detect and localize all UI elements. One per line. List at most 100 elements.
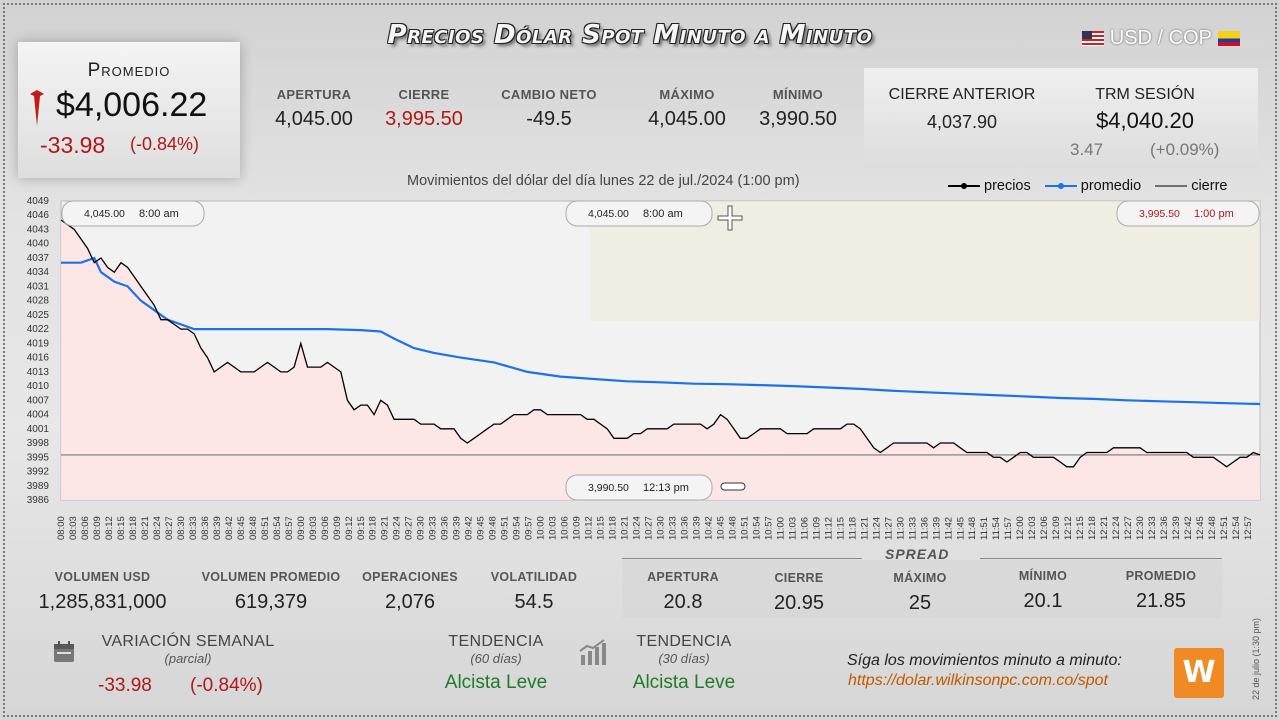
annotation-time: 12:13 pm <box>643 482 689 494</box>
chart-subtitle: Movimientos del dólar del día lunes 22 d… <box>407 173 800 189</box>
x-tick-label: 11:36 <box>919 517 930 540</box>
scroll-pill <box>720 482 746 491</box>
legend-cierre-swatch <box>1155 185 1188 187</box>
x-tick-label: 12:42 <box>1183 516 1194 540</box>
side-date: 22 de julio (1:30 pm) <box>1251 617 1261 700</box>
x-tick-label: 08:18 <box>128 516 139 540</box>
annotation-bubble <box>1116 200 1260 227</box>
y-tick-label: 4049 <box>27 196 50 207</box>
x-tick-label: 08:39 <box>212 516 223 540</box>
x-tick-label: 11:21 <box>859 517 870 540</box>
tendencia-30-title: TENDENCIA <box>636 633 732 650</box>
x-tick-label: 09:00 <box>296 516 307 540</box>
y-tick-label: 4001 <box>27 424 50 435</box>
stat-trm: TRM SESIÓN $4,040.20 <box>1070 86 1220 134</box>
annotation-time: 8:00 am <box>643 208 683 220</box>
stat-maximo: MÁXIMO 4,045.00 <box>637 87 737 131</box>
x-tick-label: 12:27 <box>1123 516 1134 540</box>
y-tick-label: 3995 <box>27 452 50 463</box>
x-tick-label: 11:48 <box>967 517 978 540</box>
y-tick-label: 4028 <box>27 296 50 307</box>
x-tick-label: 09:18 <box>368 516 379 540</box>
x-tick-label: 10:39 <box>691 516 702 540</box>
price-chart[interactable]: 4049 4046 4043 4040 4037 4034 4031 4028 4025 4022… <box>0 196 1280 546</box>
stat-label: APERTURA <box>276 87 352 102</box>
x-tick-label: 09:15 <box>356 516 367 540</box>
stat-cambio-neto: CAMBIO NETO -49.5 <box>489 87 609 131</box>
stat-cierre: CIERRE 3,995.50 <box>374 87 474 131</box>
x-tick-label: 10:33 <box>667 516 678 540</box>
stat-minimo: MÍNIMO 3,990.50 <box>748 87 848 131</box>
x-tick-label: 10:15 <box>596 516 607 540</box>
annotation-price: 4,045.00 <box>588 208 629 220</box>
stat-label: OPERACIONES <box>362 570 458 584</box>
wilkinson-logo[interactable]: W <box>1174 648 1224 698</box>
x-tick-label: 10:21 <box>620 516 631 540</box>
y-tick-label: 4007 <box>27 395 50 406</box>
chart-legend: precios promedio cierre <box>948 178 1227 194</box>
x-tick-label: 12:09 <box>1051 516 1062 540</box>
x-tick-label: 12:30 <box>1135 516 1146 540</box>
x-tick-label: 10:18 <box>608 516 619 540</box>
spread-value: 20.95 <box>773 592 825 614</box>
promedio-value: $4,006.22 <box>56 86 208 124</box>
x-tick-label: 12:45 <box>1195 516 1206 540</box>
x-tick-label: 08:21 <box>140 516 151 540</box>
stat-value: -49.5 <box>526 108 572 130</box>
x-tick-label: 09:54 <box>512 516 523 540</box>
trm-change: 3.47 <box>1070 140 1104 159</box>
calendar-icon <box>54 641 74 662</box>
x-tick-label: 12:48 <box>1207 516 1218 540</box>
x-tick-label: 10:30 <box>656 516 667 540</box>
annotation-time: 8:00 am <box>139 208 179 220</box>
legend-label: promedio <box>1080 178 1142 194</box>
previous-close-box <box>864 68 1258 168</box>
y-tick-label: 4031 <box>27 281 50 292</box>
y-tick-label: 4010 <box>27 381 50 392</box>
stat-value: 1,285,831,000 <box>38 591 167 613</box>
x-tick-label: 08:09 <box>92 516 103 540</box>
x-tick-label: 08:51 <box>260 516 271 540</box>
x-tick-label: 09:09 <box>332 516 343 540</box>
x-tick-label: 09:24 <box>392 516 403 540</box>
x-tick-label: 10:54 <box>751 516 762 540</box>
us-flag-icon <box>1081 31 1104 46</box>
x-tick-label: 10:00 <box>536 516 547 540</box>
x-tick-label: 10:57 <box>763 516 774 540</box>
x-tick-label: 08:33 <box>188 516 199 540</box>
x-tick-label: 10:06 <box>560 516 571 540</box>
x-tick-label: 09:30 <box>416 516 427 540</box>
x-tick-label: 12:03 <box>1027 516 1038 540</box>
x-tick-label: 10:42 <box>703 516 714 540</box>
x-tick-label: 11:03 <box>787 517 798 540</box>
x-tick-label: 11:15 <box>835 517 846 540</box>
x-tick-label: 12:12 <box>1063 516 1074 540</box>
annotation-time: 1:00 pm <box>1194 208 1234 220</box>
x-tick-label: 08:30 <box>176 516 187 540</box>
stat-operaciones: OPERACIONES 2,076 <box>356 570 464 614</box>
x-tick-label: 09:42 <box>464 516 475 540</box>
y-tick-label: 4037 <box>27 253 50 264</box>
trm-pct: (+0.09%) <box>1150 140 1220 159</box>
x-tick-label: 11:12 <box>823 517 834 540</box>
x-tick-label: 11:45 <box>955 517 966 540</box>
variacion-title: VARIACIÓN SEMANAL <box>101 633 275 650</box>
follow-text: Síga los movimientos minuto a minuto: <box>847 652 1122 669</box>
stat-value: 3,990.50 <box>759 108 837 130</box>
x-tick-label: 11:54 <box>991 517 1002 540</box>
site-link[interactable]: https://dolar.wilkinsonpc.com.co/spot <box>848 672 1108 689</box>
x-tick-label: 08:54 <box>272 516 283 540</box>
trm-label: TRM SESIÓN <box>1095 86 1195 103</box>
x-tick-label: 12:24 <box>1111 516 1122 540</box>
x-tick-label: 12:15 <box>1075 516 1086 540</box>
annotation-price: 4,045.00 <box>84 208 125 220</box>
x-tick-label: 11:33 <box>907 517 918 540</box>
x-tick-label: 12:39 <box>1171 516 1182 540</box>
y-tick-label: 3989 <box>27 481 50 492</box>
stat-label: VOLUMEN PROMEDIO <box>201 570 341 584</box>
x-tick-label: 09:36 <box>440 516 451 540</box>
spread-panel <box>622 560 1222 618</box>
legend-label: precios <box>984 178 1031 194</box>
spread-promedio: PROMEDIO 21.85 <box>1116 569 1206 613</box>
stat-value: 54.5 <box>514 591 554 613</box>
